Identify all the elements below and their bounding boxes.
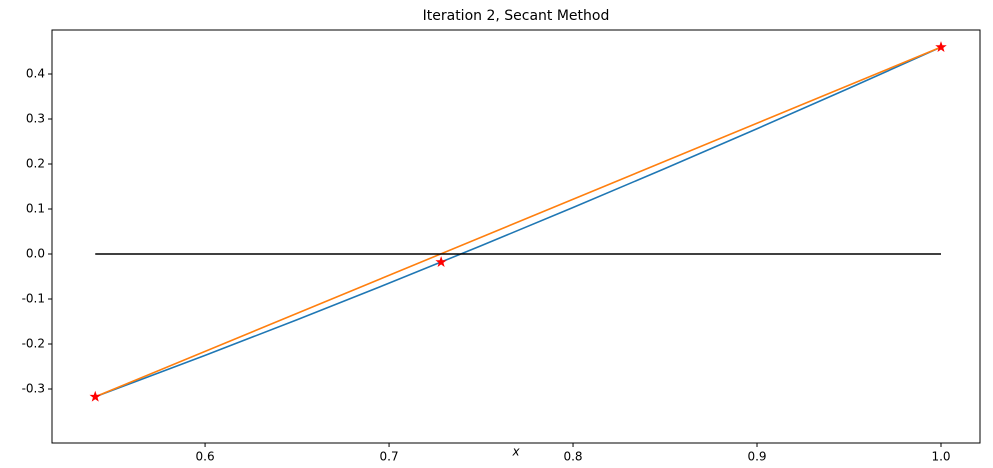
x-axis-label: x bbox=[511, 445, 520, 459]
y-tick-label: 0.4 bbox=[26, 67, 45, 81]
y-tick-label: 0.0 bbox=[26, 247, 45, 261]
x-tick-label: 0.7 bbox=[380, 450, 399, 464]
y-tick-label: -0.1 bbox=[22, 292, 45, 306]
line bbox=[94, 46, 942, 398]
chart-title: Iteration 2, Secant Method bbox=[423, 8, 610, 24]
marker bbox=[89, 390, 101, 402]
x-tick-label: 0.8 bbox=[563, 450, 582, 464]
marker bbox=[935, 41, 947, 53]
y-tick-label: -0.3 bbox=[22, 382, 45, 396]
x-tick-label: 0.6 bbox=[196, 450, 215, 464]
plot-frame bbox=[51, 29, 981, 444]
x-tick-label: 0.9 bbox=[747, 450, 766, 464]
x-tick-label: 1.0 bbox=[931, 450, 950, 464]
y-tick-label: -0.2 bbox=[22, 337, 45, 351]
y-tick-label: 0.2 bbox=[26, 157, 45, 171]
y-tick-label: 0.3 bbox=[26, 112, 45, 126]
marker bbox=[435, 256, 447, 267]
y-tick-label: 0.1 bbox=[26, 202, 45, 216]
line bbox=[94, 46, 942, 398]
